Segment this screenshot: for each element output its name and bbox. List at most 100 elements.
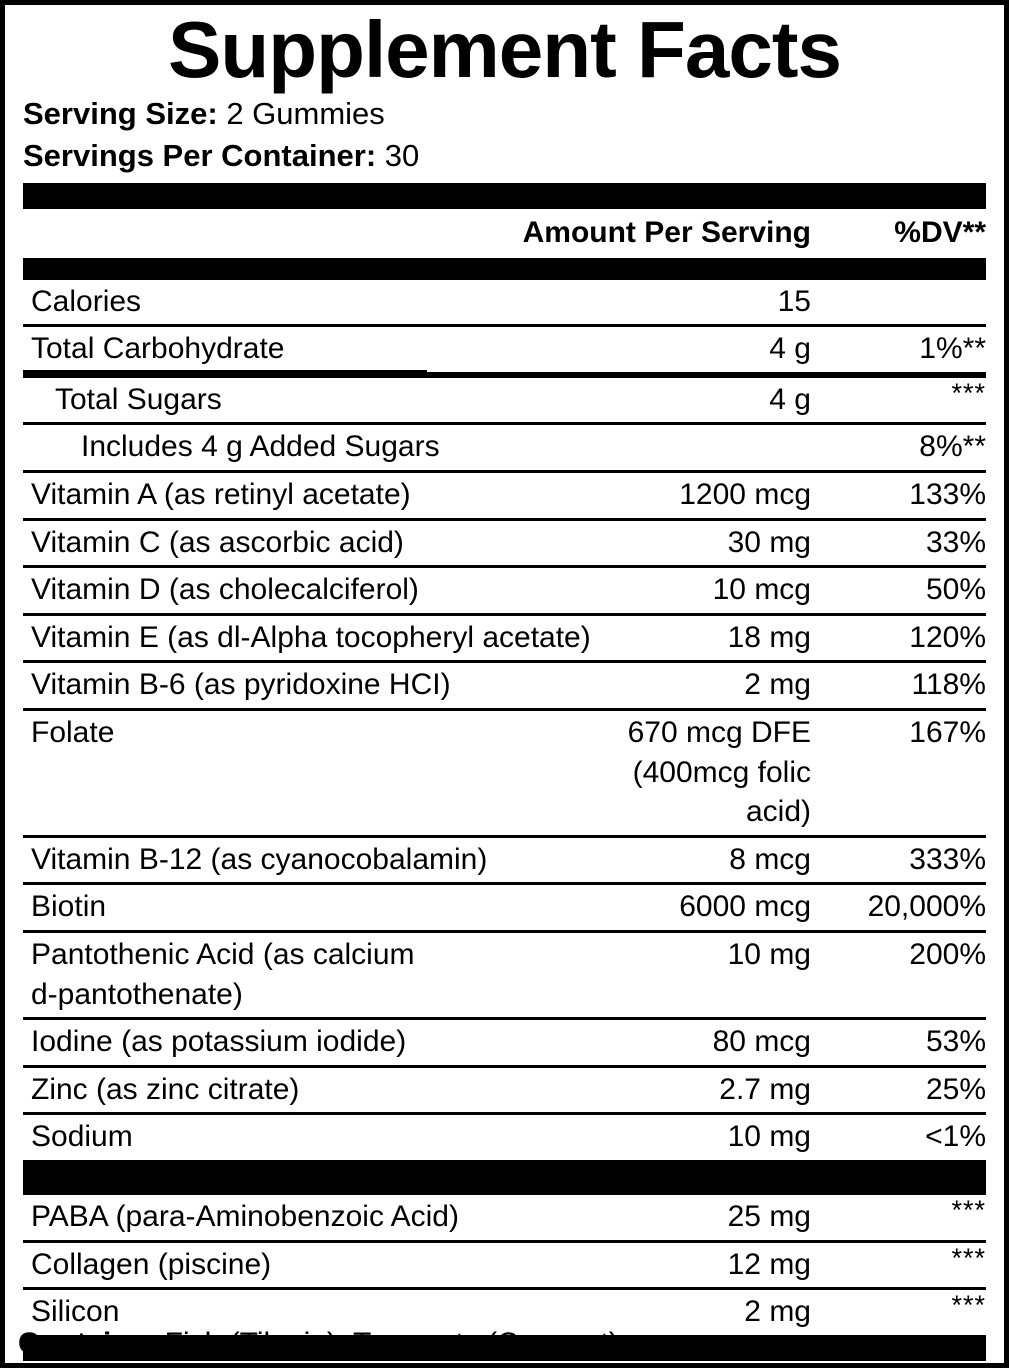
row-divider: [23, 470, 986, 474]
nutrient-daily-value: 50%: [925, 573, 986, 607]
nutrient-name: Total Sugars: [55, 382, 222, 416]
nutrient-amount: 1200 mcg: [679, 478, 811, 512]
dv-header: %DV**: [894, 216, 986, 250]
nutrient-name: Includes 4 g Added Sugars: [81, 430, 440, 464]
table-row: Pantothenic Acid (as calcium d-pantothen…: [23, 933, 986, 1017]
nutrient-name: Total Carbohydrate: [31, 332, 285, 366]
serving-size-line: Serving Size: 2 Gummies: [23, 93, 986, 135]
nutrient-amount: 10 mcg: [712, 573, 811, 607]
ingredient-amount: 2 mg: [744, 1295, 811, 1329]
table-row: Sodium 10 mg <1%: [23, 1115, 986, 1160]
ingredient-amount: 12 mg: [727, 1247, 811, 1281]
nutrient-daily-value: 133%: [909, 478, 986, 512]
nutrient-amount: 30 mg: [727, 525, 811, 559]
table-row: Total Carbohydrate 4 g 1%**: [23, 327, 986, 372]
nutrient-daily-value: 1%**: [919, 332, 986, 366]
row-divider: [23, 1287, 986, 1291]
nutrient-daily-value: 118%: [911, 668, 986, 702]
row-divider: [23, 1064, 986, 1068]
row-divider: [23, 660, 986, 664]
nutrition-rows-container: Calories 15 Total Carbohydrate 4 g 1%** Total…: [23, 280, 986, 1160]
nutrient-amount: 15: [777, 284, 811, 318]
nutrient-daily-value: 53%: [925, 1025, 986, 1059]
nutrient-name: Vitamin A (as retinyl acetate): [31, 478, 411, 512]
nutrient-daily-value: 8%**: [919, 430, 986, 464]
nutrient-amount: 80 mcg: [712, 1025, 811, 1059]
nutrient-daily-value: 167%: [909, 716, 986, 750]
amount-per-serving-header: Amount Per Serving: [522, 216, 811, 250]
row-divider: [23, 882, 986, 886]
ingredient-daily-value: ***: [951, 1242, 986, 1273]
column-header-underbar: [23, 257, 986, 280]
nutrient-daily-value: 333%: [909, 842, 986, 876]
footnote-divider-bar: [23, 1334, 986, 1361]
servings-per-container-line: Servings Per Container: 30: [23, 135, 986, 177]
table-row: Vitamin B-6 (as pyridoxine HCI) 2 mg 118%: [23, 663, 986, 708]
nutrient-daily-value: 33%: [925, 525, 986, 559]
nutrient-name: Pantothenic Acid (as calcium d-pantothen…: [31, 937, 415, 1011]
row-divider: [23, 708, 986, 712]
nutrient-name: Zinc (as zinc citrate): [31, 1072, 300, 1106]
ingredient-name: Silicon: [31, 1295, 120, 1329]
row-divider: [23, 834, 986, 838]
nutrient-name: Vitamin C (as ascorbic acid): [31, 525, 404, 559]
nutrient-name: Calories: [31, 284, 142, 318]
nutrient-amount: 10 mg: [727, 937, 811, 971]
row-divider: [23, 612, 986, 616]
ingredient-amount: 25 mg: [727, 1199, 811, 1233]
row-divider: [23, 422, 986, 426]
header-divider-bar: [23, 183, 986, 210]
table-row: Includes 4 g Added Sugars 8%**: [23, 425, 986, 470]
row-divider: [23, 1017, 986, 1021]
nutrient-name: Vitamin D (as cholecalciferol): [31, 573, 419, 607]
servings-per-container-label: Servings Per Container:: [23, 138, 377, 174]
other-ingredients-divider-bar: [23, 1159, 986, 1195]
nutrient-amount: 10 mg: [727, 1120, 811, 1154]
nutrient-name: Folate: [31, 716, 115, 750]
ingredient-daily-value: ***: [951, 1194, 986, 1225]
nutrient-daily-value: 25%: [925, 1072, 986, 1106]
nutrient-daily-value: ***: [951, 377, 986, 408]
table-row: Zinc (as zinc citrate) 2.7 mg 25%: [23, 1068, 986, 1113]
row-divider: [23, 929, 986, 933]
table-row: PABA (para-Aminobenzoic Acid) 25 mg ***: [23, 1195, 986, 1240]
nutrient-daily-value: 200%: [909, 937, 986, 971]
nutrient-name: Biotin: [31, 890, 107, 924]
row-divider: [23, 324, 986, 328]
nutrient-name: Sodium: [31, 1120, 133, 1154]
nutrient-amount: 670 mcg DFE (400mcg folic acid): [627, 716, 811, 829]
ingredient-name: Collagen (piscine): [31, 1247, 272, 1281]
table-row: Silicon 2 mg ***: [23, 1290, 986, 1335]
table-row: Total Sugars 4 g ***: [23, 378, 986, 423]
table-row: Vitamin D (as cholecalciferol) 10 mcg 50%: [23, 568, 986, 613]
contains-allergen-line: Contains: Fish (Tilapia), Tree nuts (Coc…: [18, 1326, 991, 1362]
nutrient-daily-value: 120%: [909, 620, 986, 654]
nutrient-name: Vitamin B-12 (as cyanocobalamin): [31, 842, 488, 876]
table-row: Iodine (as potassium iodide) 80 mcg 53%: [23, 1020, 986, 1065]
ingredient-name: PABA (para-Aminobenzoic Acid): [31, 1199, 459, 1233]
table-row: Vitamin E (as dl-Alpha tocopheryl acetat…: [23, 616, 986, 661]
servings-per-container-value: 30: [384, 138, 420, 174]
table-row: Collagen (piscine) 12 mg ***: [23, 1243, 986, 1288]
row-divider: [23, 517, 986, 521]
nutrient-amount: 4 g: [769, 382, 811, 416]
nutrient-name: Iodine (as potassium iodide): [31, 1025, 407, 1059]
nutrient-daily-value: <1%: [925, 1120, 986, 1154]
row-divider: [23, 565, 986, 569]
nutrient-amount: 6000 mcg: [679, 890, 811, 924]
nutrient-name: Vitamin B-6 (as pyridoxine HCI): [31, 668, 451, 702]
row-divider: [23, 1112, 986, 1116]
table-row: Vitamin C (as ascorbic acid) 30 mg 33%: [23, 521, 986, 566]
serving-size-value: 2 Gummies: [226, 96, 385, 132]
column-header-row: Amount Per Serving %DV**: [23, 209, 986, 258]
nutrient-name: Vitamin E (as dl-Alpha tocopheryl acetat…: [31, 620, 591, 654]
nutrient-amount: 8 mcg: [729, 842, 811, 876]
nutrient-amount: 4 g: [769, 332, 811, 366]
contains-label: Contains:: [18, 1327, 157, 1360]
table-row: Folate 670 mcg DFE (400mcg folic acid) 167…: [23, 711, 986, 835]
nutrient-daily-value: 20,000%: [867, 890, 986, 924]
table-row: Vitamin B-12 (as cyanocobalamin) 8 mcg 333…: [23, 838, 986, 883]
other-ingredients-rows-container: PABA (para-Aminobenzoic Acid) 25 mg *** Col…: [23, 1195, 986, 1335]
serving-size-label: Serving Size:: [23, 96, 218, 132]
